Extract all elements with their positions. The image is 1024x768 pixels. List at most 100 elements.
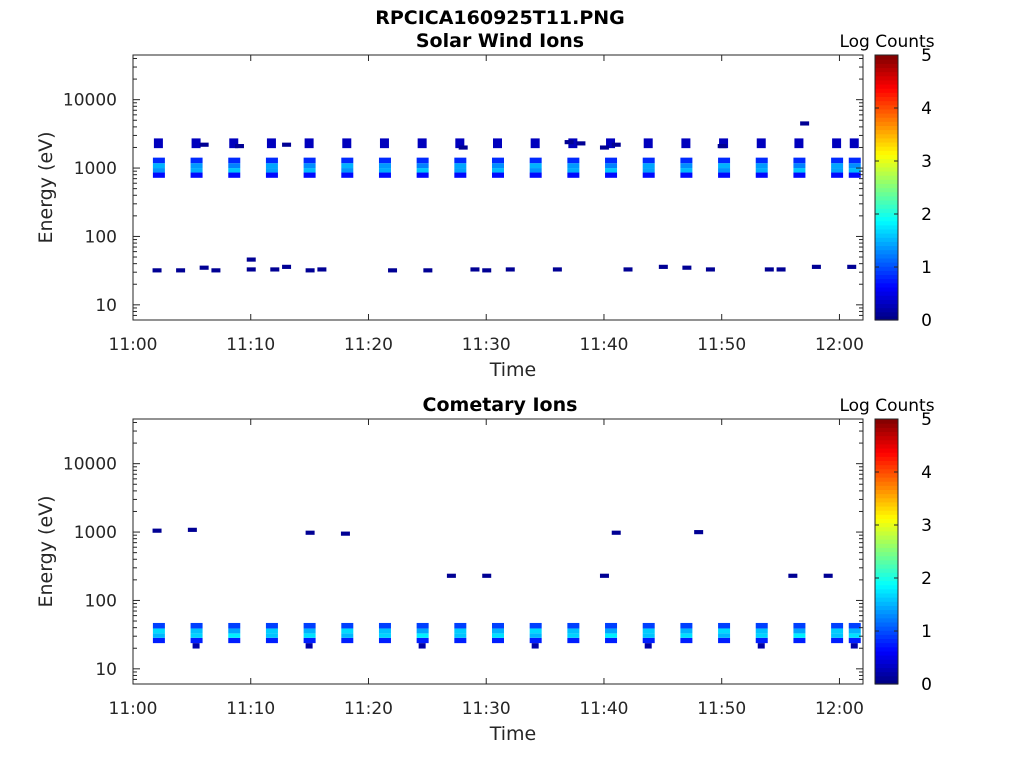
heatmap-cell [605,163,618,169]
y-tick-label: 1000 [74,159,117,179]
heatmap-cell [576,141,586,146]
colorbar-step [875,530,898,536]
heatmap-cell [454,163,467,169]
heatmap-cell [529,633,542,638]
colorbar-step [875,208,898,213]
colorbar-step [875,79,898,85]
colorbar-step [875,597,898,602]
heatmap-cell [492,157,504,164]
heatmap-cell [680,168,693,173]
heatmap-cell [340,531,350,536]
heatmap-cell [800,121,810,126]
heatmap-cell [658,264,668,269]
colorbar-step [875,584,898,590]
heatmap-cell [454,633,467,638]
colorbar-step [875,100,898,106]
heatmap-cell [611,530,621,535]
heatmap-cell [605,633,618,638]
heatmap-cell [341,168,354,173]
colorbar-step [875,117,898,122]
heatmap-cell [848,633,861,638]
colorbar-step [875,464,898,470]
heatmap-cell [229,138,239,149]
colorbar-step [875,555,898,561]
heatmap-cell [317,267,327,272]
heatmap-cell [680,163,693,169]
heatmap-cell [152,163,165,169]
y-tick-label: 10000 [63,91,117,111]
colorbar-step [875,257,898,263]
heatmap-cell [199,142,209,147]
colorbar-step [875,133,898,139]
colorbar-step [875,481,898,486]
colorbar-step [875,493,898,499]
colorbar-step [875,663,898,669]
heatmap-cell [416,163,429,169]
heatmap-cell [718,172,731,178]
heatmap-cell [378,157,391,164]
heatmap-cell [793,622,806,629]
heatmap-cell [492,163,504,169]
heatmap-cell [454,157,467,164]
colorbar-step [875,212,898,218]
heatmap-cell [303,622,316,629]
colorbar-step [875,92,898,98]
colorbar-step [875,423,898,428]
heatmap-cell [265,622,278,629]
heatmap-cell [266,138,276,149]
heatmap-cell [190,628,203,634]
heatmap-cell [831,163,844,169]
colorbar-step [875,679,898,685]
heatmap-cell [643,138,653,149]
heatmap-cell [211,268,221,273]
colorbar-step [875,245,898,251]
colorbar-step [875,183,898,189]
heatmap-cell [152,528,162,533]
heatmap-cell [341,163,354,169]
heatmap-cell [529,172,542,178]
colorbar-step [875,568,898,573]
heatmap-cell [303,637,316,644]
colorbar-step [875,291,898,296]
heatmap-cell [605,172,618,178]
colorbar-tick-label: 5 [921,46,932,66]
colorbar-step [875,456,898,462]
heatmap-cell [228,172,241,178]
colorbar-step [875,605,898,611]
heatmap-cell [378,163,391,169]
heatmap-cell [492,637,504,644]
colorbar-step [875,522,898,528]
heatmap-cell [681,138,691,149]
heatmap-cell [718,157,731,164]
heatmap-cell [191,138,201,149]
heatmap-cell [152,628,165,634]
heatmap-cell [642,622,655,629]
x-tick-label: 12:00 [815,699,864,719]
colorbar-step [875,88,898,93]
colorbar-step [875,233,898,238]
heatmap-cell [793,628,806,634]
x-tick-label: 11:30 [462,699,511,719]
heatmap-cell [341,172,354,178]
colorbar-step [875,158,898,164]
heatmap-cell [341,157,354,164]
heatmap-cell [378,168,391,173]
heatmap-cell [417,138,427,149]
colorbar-step [875,476,898,482]
heatmap-cell [416,622,429,629]
colorbar-step [875,439,898,445]
heatmap-cell [831,168,844,173]
heatmap-cell [831,633,844,638]
heatmap-cell [423,268,433,273]
colorbar-step [875,253,898,259]
colorbar-step [875,472,898,478]
heatmap-cell [492,633,504,638]
colorbar-step [875,501,898,507]
heatmap-cell [694,530,704,535]
heatmap-data [152,121,861,273]
colorbar-step [875,621,898,627]
colorbar-step [875,547,898,553]
